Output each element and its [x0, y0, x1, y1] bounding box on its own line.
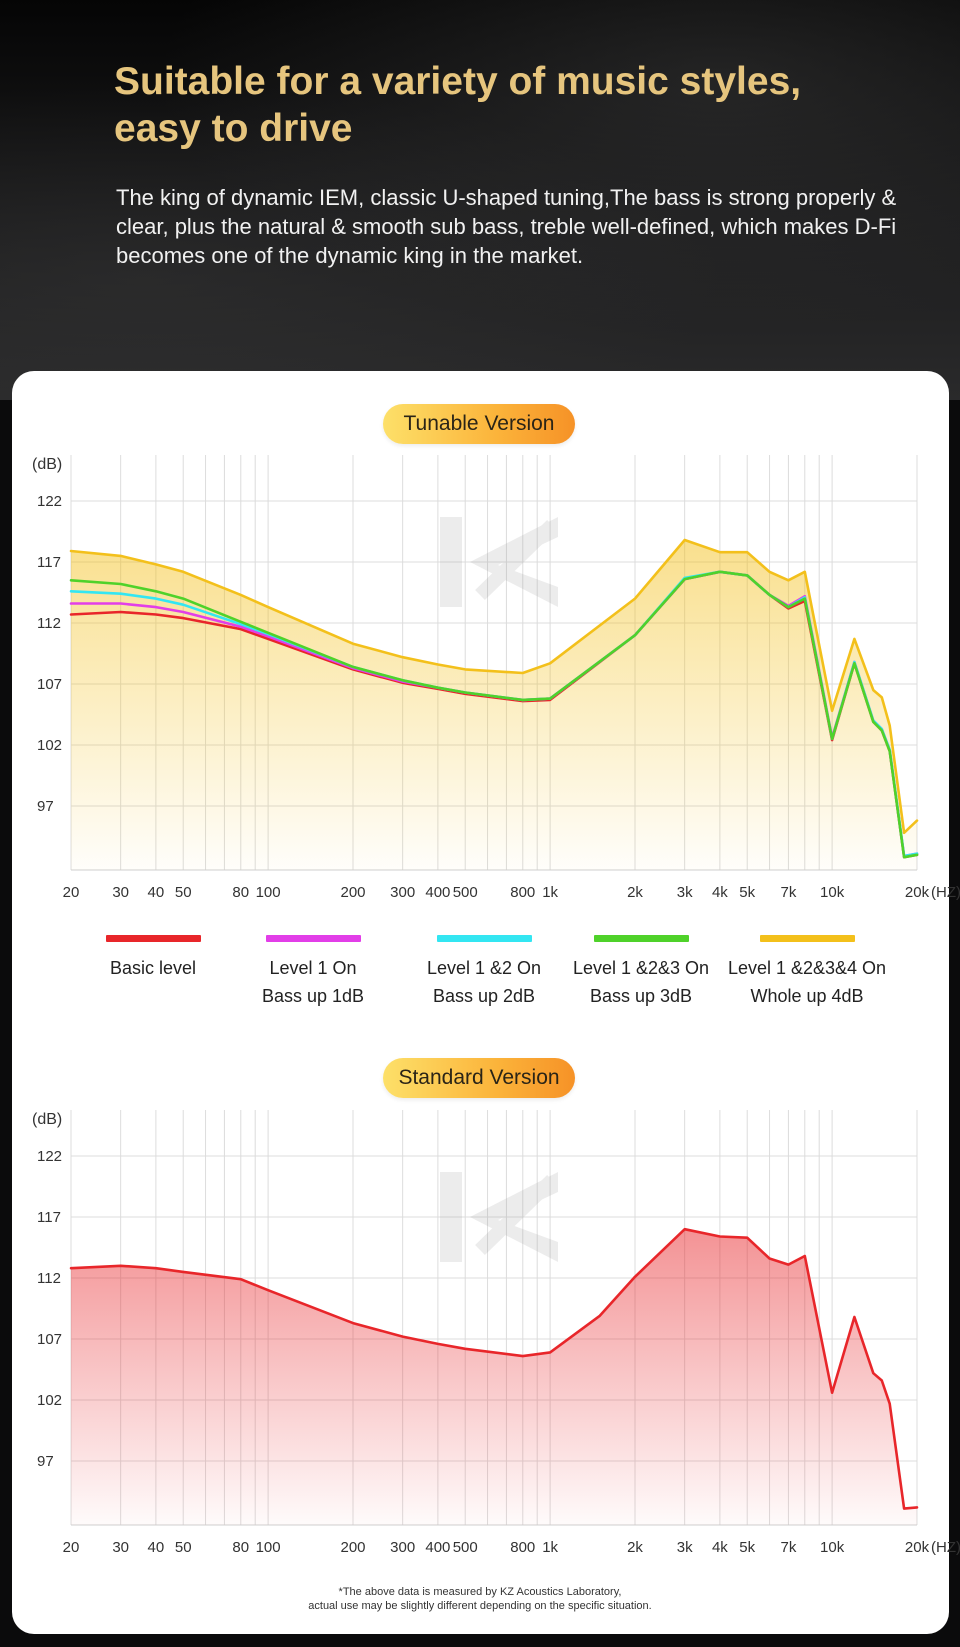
legend-swatch-level123 — [593, 935, 689, 942]
x-axis-unit-label: (HZ) — [931, 884, 960, 901]
x-tick-label: 5k — [739, 1539, 755, 1556]
headline-line1: Suitable for a variety of music styles, — [114, 60, 802, 103]
y-tick-label: 122 — [37, 1148, 62, 1165]
legend-swatch-level1234 — [759, 935, 855, 942]
footnote: *The above data is measured by KZ Acoust… — [180, 1585, 780, 1613]
x-tick-label: 200 — [340, 1539, 365, 1556]
x-tick-label: 20k — [905, 884, 930, 901]
x-tick-label: 40 — [148, 884, 165, 901]
x-tick-label: 10k — [820, 1539, 845, 1556]
tunable-version-badge: Tunable Version — [383, 404, 575, 444]
x-tick-label: 80 — [232, 1539, 249, 1556]
x-tick-label: 800 — [510, 884, 535, 901]
x-tick-label: 2k — [627, 884, 643, 901]
legend-item-level12: Level 1 &2 On Bass up 2dB — [399, 935, 569, 1010]
x-tick-label: 300 — [390, 884, 415, 901]
legend-swatch-level12 — [436, 935, 532, 942]
standard-frequency-chart: (dB) 97 102 107 112 117 122 20 30 40 50 80 100 200 300… — [32, 1110, 960, 1556]
x-tick-label: 100 — [256, 1539, 281, 1556]
footnote-line1: *The above data is measured by KZ Acoust… — [338, 1586, 622, 1598]
headline: Suitable for a variety of music styles, … — [114, 58, 894, 152]
x-tick-label: 50 — [175, 884, 192, 901]
x-tick-label: 40 — [148, 1539, 165, 1556]
x-tick-label: 2k — [627, 1539, 643, 1556]
y-tick-label: 117 — [37, 1209, 61, 1226]
y-axis-label: (dB) — [32, 1111, 62, 1128]
x-tick-label: 3k — [677, 1539, 693, 1556]
tunable-frequency-chart: (dB) 97 102 107 112 117 122 20 30 40 50 80 100 200 300… — [32, 455, 960, 901]
kz-watermark-logo — [440, 517, 558, 607]
y-tick-label: 107 — [37, 1331, 62, 1348]
standard-version-badge: Standard Version — [383, 1058, 575, 1098]
x-tick-label: 10k — [820, 884, 845, 901]
x-tick-label: 100 — [256, 884, 281, 901]
legend-label-level1-2: Bass up 1dB — [261, 986, 365, 1006]
x-tick-label: 4k — [712, 884, 728, 901]
legend-item-level123: Level 1 &2&3 On Bass up 3dB — [556, 935, 726, 1010]
x-tick-label: 80 — [232, 884, 249, 901]
x-tick-label: 500 — [453, 1539, 478, 1556]
legend-label-level1-1: Level 1 On — [269, 958, 357, 978]
series-line-level-1-2-3-4-on — [69, 538, 919, 835]
x-tick-label: 50 — [175, 1539, 192, 1556]
y-tick-label: 122 — [37, 493, 62, 510]
hero-background — [0, 0, 960, 400]
y-tick-label: 112 — [37, 1270, 61, 1287]
x-tick-label: 1k — [542, 884, 558, 901]
x-tick-label: 7k — [781, 1539, 797, 1556]
legend-label-level12-2: Bass up 2dB — [432, 986, 536, 1006]
y-tick-label: 107 — [37, 676, 62, 693]
legend-item-level1234: Level 1 &2&3&4 On Whole up 4dB — [722, 935, 892, 1010]
legend-swatch-basic — [105, 935, 201, 942]
x-tick-label: 500 — [453, 884, 478, 901]
x-tick-label: 4k — [712, 1539, 728, 1556]
x-tick-label: 300 — [390, 1539, 415, 1556]
y-tick-label: 97 — [37, 1453, 54, 1470]
x-tick-label: 5k — [739, 884, 755, 901]
legend-label-level123-2: Bass up 3dB — [589, 986, 693, 1006]
kz-watermark-logo — [440, 1172, 558, 1262]
legend-label-basic-1: Basic level — [109, 958, 197, 978]
x-tick-label: 30 — [112, 1539, 129, 1556]
y-axis-label: (dB) — [32, 456, 62, 473]
x-tick-label: 3k — [677, 884, 693, 901]
x-tick-label: 20 — [63, 884, 80, 901]
x-tick-label: 200 — [340, 884, 365, 901]
x-tick-label: 20k — [905, 1539, 930, 1556]
x-tick-label: 400 — [425, 1539, 450, 1556]
footnote-line2: actual use may be slightly different dep… — [308, 1600, 652, 1612]
x-tick-label: 7k — [781, 884, 797, 901]
legend-label-level12-1: Level 1 &2 On — [426, 958, 542, 978]
y-tick-label: 97 — [37, 798, 54, 815]
series-area-series — [71, 1229, 917, 1525]
x-tick-label: 400 — [425, 884, 450, 901]
x-tick-label: 1k — [542, 1539, 558, 1556]
y-tick-label: 102 — [37, 737, 62, 754]
legend-label-level1234-2: Whole up 4dB — [750, 986, 864, 1006]
x-tick-label: 30 — [112, 884, 129, 901]
legend-item-basic: Basic level — [68, 935, 238, 982]
y-tick-label: 117 — [37, 554, 61, 571]
description: The king of dynamic IEM, classic U-shape… — [116, 185, 897, 268]
series-area-level-1-2-3-4-on — [71, 540, 917, 870]
legend-item-level1: Level 1 On Bass up 1dB — [228, 935, 398, 1010]
legend-label-level123-1: Level 1 &2&3 On — [572, 958, 710, 978]
x-tick-label: 20 — [63, 1539, 80, 1556]
series-line-level-1-2-3-on — [69, 570, 919, 859]
tunable-legend: Basic level Level 1 On Bass up 1dB Level… — [0, 935, 960, 1006]
series-line-series — [69, 1227, 919, 1510]
headline-line2: easy to drive — [114, 107, 353, 150]
x-axis-unit-label: (HZ) — [931, 1539, 960, 1556]
x-tick-label: 800 — [510, 1539, 535, 1556]
y-tick-label: 112 — [37, 615, 61, 632]
legend-label-level1234-1: Level 1 &2&3&4 On — [727, 958, 887, 978]
y-tick-label: 102 — [37, 1392, 62, 1409]
legend-swatch-level1 — [265, 935, 361, 942]
